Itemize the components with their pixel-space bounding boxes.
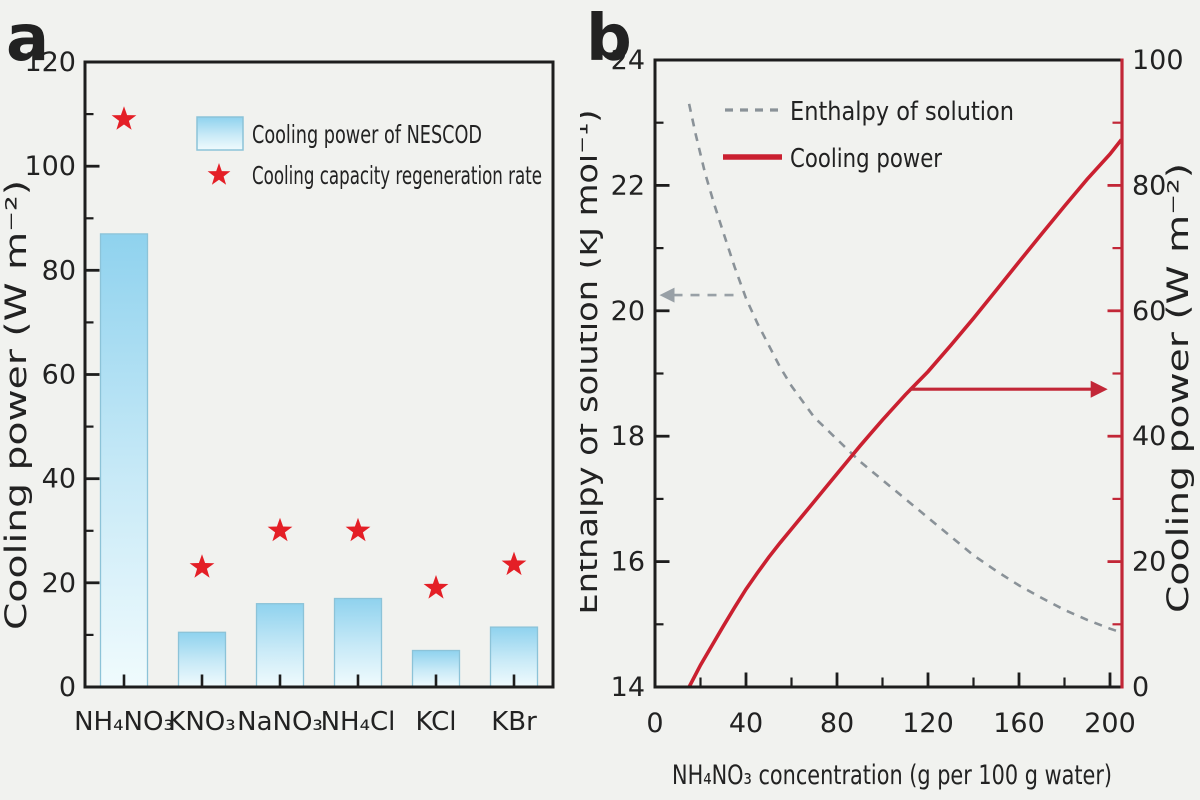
star-marker-2 (267, 517, 293, 542)
right-tick-label-20: 20 (1132, 547, 1166, 578)
bar-0 (99, 233, 149, 688)
category-label-3: NH₄Cl (321, 707, 396, 737)
y-tick-label-60: 60 (42, 360, 76, 391)
panel-b-annotation-arrows (659, 287, 1108, 398)
panel-b-left-axis-title: Enthalpy of solution (kJ mol⁻¹) (580, 110, 604, 615)
y-tick-label-80: 80 (42, 255, 76, 286)
bar-series (99, 233, 539, 688)
panel-b-left-tick-labels: 14 16 18 20 22 24 (611, 45, 645, 703)
star-marker-0 (111, 106, 137, 130)
panel-a-letter: a (6, 2, 49, 76)
right-tick-label-0: 0 (1132, 672, 1149, 703)
category-label-0: NH₄NO₃ (74, 707, 174, 737)
category-label-2: NaNO₃ (237, 707, 323, 737)
panel-b-frame (653, 58, 1124, 689)
curve-cooling-power (687, 138, 1123, 688)
right-tick-label-80: 80 (1132, 170, 1166, 201)
category-label-4: KCl (415, 707, 456, 737)
left-tick-label-14: 14 (611, 672, 645, 703)
panel-b-x-axis-title: NH₄NO₃ concentration (g per 100 g water) (672, 760, 1112, 791)
panel-b-right-tick-labels: 0 20 40 60 80 100 (1132, 45, 1184, 703)
x-tick-label-120: 120 (902, 708, 954, 739)
y-tick-label-0: 0 (59, 672, 76, 703)
red-right-arrow-head-icon (1090, 380, 1108, 398)
gray-left-arrow-head-icon (659, 287, 675, 303)
panel-a-ytick-labels: 0 20 40 60 80 100 120 (24, 47, 76, 703)
legend-star-label: Cooling capacity regeneration rate (252, 161, 542, 190)
star-marker-1 (189, 554, 215, 578)
category-label-5: KBr (491, 707, 537, 737)
star-series (111, 106, 527, 599)
left-tick-label-18: 18 (611, 421, 645, 452)
bar-3 (333, 597, 383, 688)
legend-solid-label: Cooling power (790, 144, 942, 174)
panel-a-legend: Cooling power of NESCOD Cooling capacity… (196, 116, 542, 190)
panel-b-right-axis-title: Cooling power (W m⁻²) (1161, 163, 1195, 613)
legend-bar-label: Cooling power of NESCOD (252, 120, 482, 149)
panel-a-frame (83, 60, 555, 689)
y-tick-label-120: 120 (24, 47, 76, 78)
y-tick-label-40: 40 (42, 464, 76, 495)
y-tick-label-20: 20 (42, 568, 76, 599)
panel-b-letter: b (586, 2, 632, 76)
left-tick-label-24: 24 (611, 45, 645, 76)
left-tick-label-20: 20 (611, 296, 645, 327)
left-tick-label-22: 22 (611, 170, 645, 201)
panel-b-xtick-labels: 0 40 80 120 160 200 (646, 708, 1135, 739)
x-tick-label-0: 0 (646, 708, 663, 739)
star-marker-3 (345, 517, 371, 542)
legend-bar-swatch-icon (196, 116, 244, 151)
x-tick-label-80: 80 (820, 708, 854, 739)
star-marker-4 (423, 575, 449, 599)
line-series (687, 103, 1123, 688)
curve-enthalpy (687, 103, 1122, 634)
panel-a-y-axis-title: Cooling power (W m⁻²) (0, 180, 33, 630)
right-tick-label-100: 100 (1132, 45, 1184, 76)
panel-b-legend: Enthalpy of solution Cooling power (723, 97, 1014, 174)
right-tick-label-60: 60 (1132, 296, 1166, 327)
category-label-1: KNO₃ (168, 707, 235, 737)
legend-star-icon (207, 163, 231, 185)
right-tick-label-40: 40 (1132, 421, 1166, 452)
bar-2 (255, 603, 305, 688)
left-tick-label-16: 16 (611, 547, 645, 578)
legend-dashed-label: Enthalpy of solution (790, 97, 1014, 127)
panel-b: b 14 16 18 20 22 24 0 20 40 60 80 100 0 40 80 120 160 2… (580, 2, 1195, 791)
panel-a-ticks (86, 112, 516, 686)
y-tick-label-100: 100 (24, 151, 76, 182)
star-marker-5 (501, 551, 527, 576)
panel-b-ticks (656, 121, 1121, 686)
x-tick-label-40: 40 (729, 708, 763, 739)
x-tick-label-160: 160 (993, 708, 1045, 739)
x-tick-label-200: 200 (1084, 708, 1136, 739)
